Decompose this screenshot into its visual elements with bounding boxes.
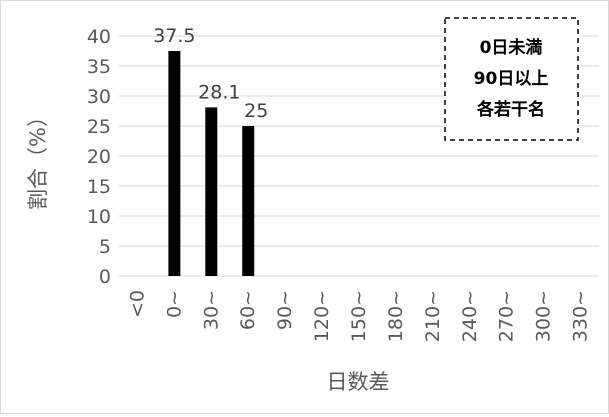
x-tick-label: 120~ <box>311 290 333 342</box>
x-tick-label: 90~ <box>274 290 296 330</box>
x-tick-label: 150~ <box>348 290 370 342</box>
y-tick-label: 35 <box>87 56 111 78</box>
bar <box>168 51 181 276</box>
gridlines <box>119 35 599 277</box>
y-tick-label: 0 <box>99 266 111 288</box>
bar <box>205 107 218 277</box>
data-label: 25 <box>244 100 268 122</box>
x-tick-label: 270~ <box>496 290 518 342</box>
x-tick-label: 330~ <box>570 290 592 342</box>
y-tick-label: 40 <box>87 26 111 48</box>
x-tick-label: 300~ <box>533 290 555 342</box>
y-tick-label: 5 <box>99 236 111 258</box>
data-label: 28.1 <box>198 81 240 103</box>
x-axis-title: 日数差 <box>327 370 390 394</box>
y-tick-label: 10 <box>87 206 111 228</box>
x-tick-label: 60~ <box>237 290 259 330</box>
annotation-line-2: 90日以上 <box>474 69 549 89</box>
bar <box>242 126 255 276</box>
x-tick-labels: <0 0~ 30~ 60~ 90~ 120~ 150~ 180~ 210~ 240~ 270~ 300… <box>126 290 591 342</box>
data-label: 37.5 <box>153 25 195 47</box>
y-tick-label: 15 <box>87 176 111 198</box>
x-tick-label: 210~ <box>422 290 444 342</box>
y-tick-labels: 0 5 10 15 20 25 30 35 40 <box>87 26 111 288</box>
annotation-line-3: 各若干名 <box>476 99 545 120</box>
x-tick-label: 240~ <box>459 290 481 342</box>
annotation-border <box>444 17 579 141</box>
data-labels: 37.5 28.125 <box>153 25 268 122</box>
y-axis-title: 割合（%） <box>26 106 50 210</box>
annotation-line-1: 0日未満 <box>480 37 543 58</box>
bars <box>168 51 255 277</box>
x-tick-label: <0 <box>126 290 148 318</box>
y-tick-label: 20 <box>87 146 111 168</box>
x-tick-label: 30~ <box>200 290 222 330</box>
x-tick-label: 180~ <box>385 290 407 342</box>
annotation-box: 0日未満 90日以上 各若干名 <box>444 17 579 141</box>
y-tick-label: 30 <box>87 86 111 108</box>
x-tick-label: 0~ <box>163 290 185 318</box>
y-tick-label: 25 <box>87 116 111 138</box>
